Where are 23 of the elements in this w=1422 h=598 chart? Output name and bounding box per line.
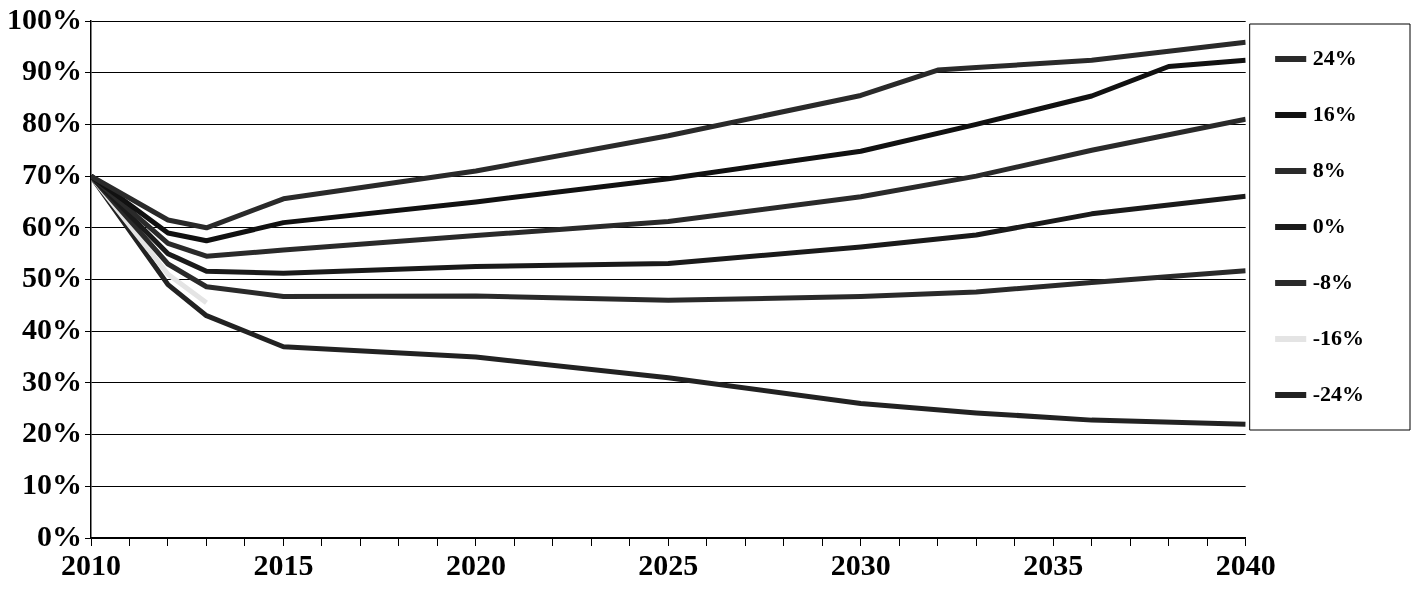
y-tick-label: 20% xyxy=(22,415,82,449)
x-tick-label: 2035 xyxy=(1023,547,1084,581)
x-tick-label: 2025 xyxy=(638,547,699,581)
y-tick-label: 50% xyxy=(22,260,82,294)
y-tick-label: 40% xyxy=(22,311,82,345)
y-tick-label: 90% xyxy=(22,53,82,87)
y-tick-label: 30% xyxy=(22,363,82,397)
x-tick-label: 2015 xyxy=(253,547,314,581)
y-tick-label: 100% xyxy=(7,1,82,35)
legend-label: 0% xyxy=(1312,212,1346,238)
x-tick-label: 2040 xyxy=(1215,547,1276,581)
legend-label: -8% xyxy=(1312,268,1353,294)
legend-label: -16% xyxy=(1312,324,1364,350)
legend-label: 24% xyxy=(1312,44,1357,70)
legend-label: 8% xyxy=(1312,156,1346,182)
x-tick-label: 2030 xyxy=(830,547,891,581)
y-tick-label: 10% xyxy=(22,467,82,501)
y-tick-label: 80% xyxy=(22,105,82,139)
y-tick-label: 60% xyxy=(22,208,82,242)
x-tick-label: 2020 xyxy=(445,547,506,581)
legend-label: 16% xyxy=(1312,100,1357,126)
y-tick-label: 70% xyxy=(22,156,82,190)
legend-label: -24% xyxy=(1312,380,1364,406)
